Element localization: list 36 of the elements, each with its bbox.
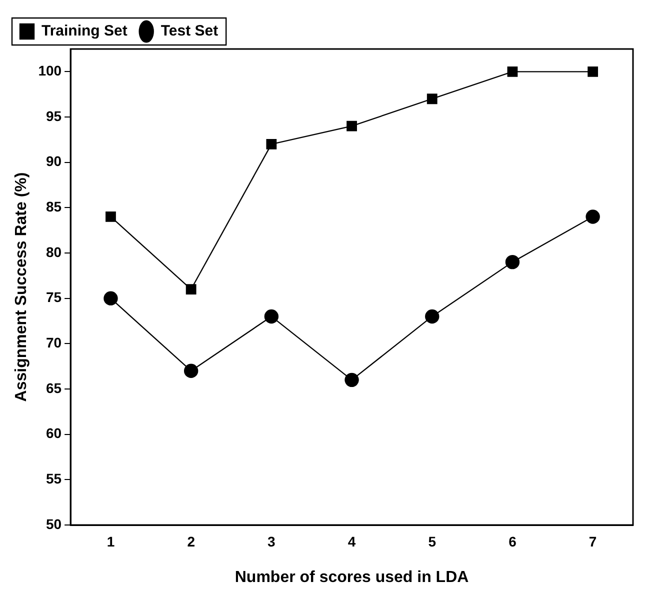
point [104, 291, 118, 306]
x-tick-label: 2 [187, 533, 196, 550]
point [505, 254, 520, 270]
point [266, 139, 277, 150]
point [344, 372, 359, 388]
y-tick-label: 50 [46, 516, 62, 532]
point [186, 284, 196, 294]
y-tick-label: 100 [38, 62, 62, 79]
point [264, 309, 279, 324]
y-tick-label: 90 [46, 153, 62, 170]
x-tick-label: 7 [588, 533, 597, 550]
legend-label: Training Set [42, 22, 128, 40]
y-tick-label: 55 [46, 470, 62, 487]
y-tick-label: 85 [46, 198, 62, 215]
point [588, 66, 598, 77]
y-axis-title: Assignment Success Rate (%) [13, 172, 30, 402]
x-tick-label: 6 [508, 533, 517, 550]
point [184, 364, 198, 378]
point [426, 94, 438, 104]
y-tick-label: 95 [46, 108, 62, 124]
x-tick-label: 5 [428, 533, 436, 550]
y-tick-label: 80 [46, 244, 62, 260]
point [586, 210, 600, 224]
y-tick-label: 70 [46, 334, 62, 351]
x-axis-title: Number of scores used in LDA [234, 568, 470, 586]
y-tick-label: 75 [46, 289, 62, 306]
point [106, 212, 116, 222]
y-tick-label: 60 [46, 425, 62, 442]
point [346, 120, 357, 132]
y-tick-label: 65 [46, 380, 62, 396]
legend-label: Test Set [160, 22, 218, 40]
x-tick-label: 1 [106, 533, 115, 550]
point [425, 309, 440, 324]
point [507, 66, 518, 77]
x-tick-label: 4 [348, 533, 356, 550]
x-tick-label: 3 [268, 533, 276, 550]
